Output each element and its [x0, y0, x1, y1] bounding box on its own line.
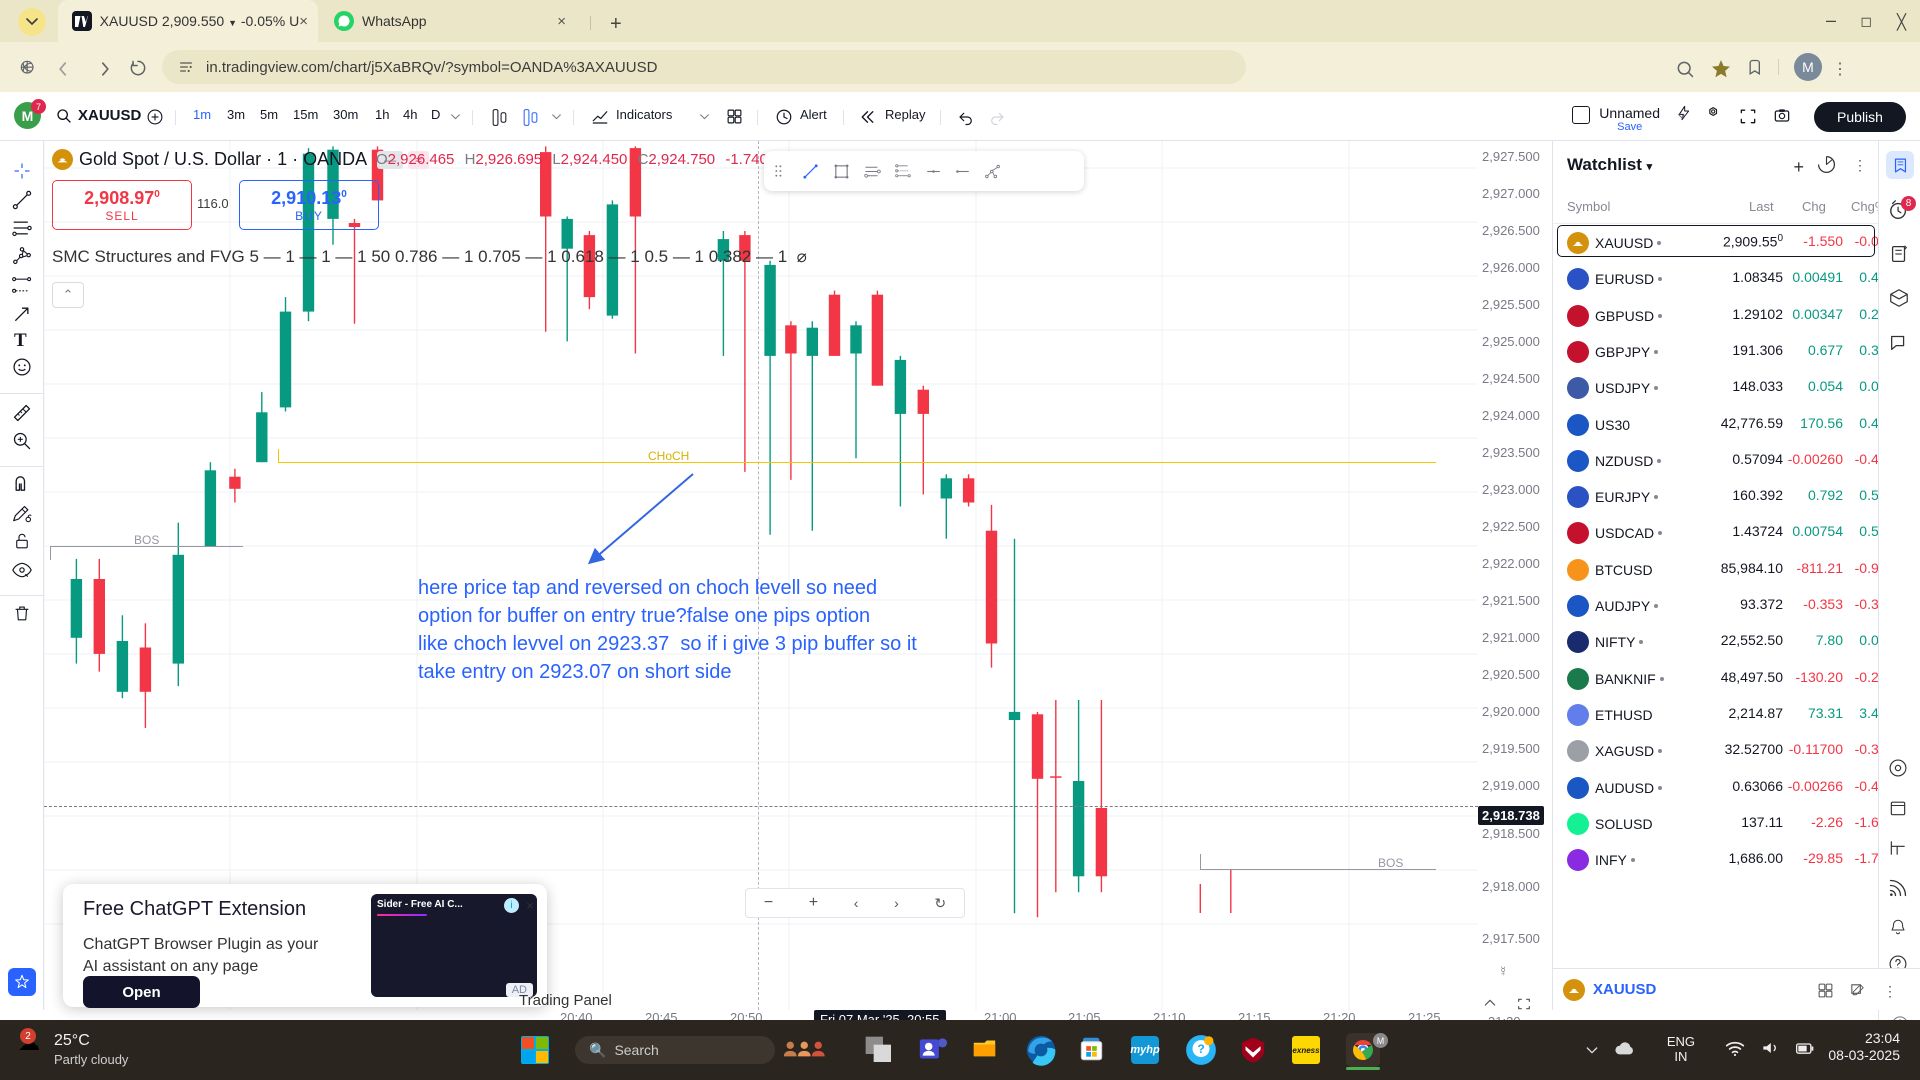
- svg-text:?: ?: [1197, 1042, 1204, 1056]
